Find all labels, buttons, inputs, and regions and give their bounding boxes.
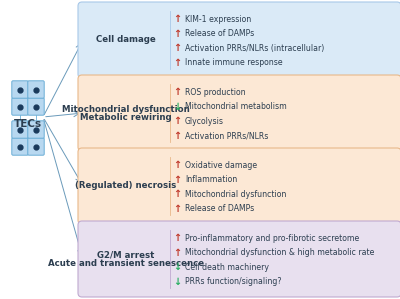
Text: ↑: ↑ [173,189,181,199]
Text: Oxidative damage: Oxidative damage [185,161,257,170]
FancyBboxPatch shape [28,81,44,98]
FancyBboxPatch shape [12,121,28,138]
FancyBboxPatch shape [78,2,400,78]
FancyBboxPatch shape [12,138,28,155]
Text: (Regulated) necrosis: (Regulated) necrosis [75,181,177,190]
Text: Innate immune response: Innate immune response [185,58,283,67]
Text: ↑: ↑ [173,58,181,68]
Text: ↑: ↑ [173,248,181,258]
Text: Cell damage: Cell damage [96,36,156,45]
Text: Release of DAMPs: Release of DAMPs [185,204,254,213]
FancyBboxPatch shape [78,75,400,151]
Text: PRRs function/signaling?: PRRs function/signaling? [185,277,282,286]
FancyBboxPatch shape [12,98,28,115]
Text: ↑: ↑ [173,204,181,214]
Text: ↑: ↑ [173,175,181,185]
Text: Pro-inflammatory and pro-fibrotic secretome: Pro-inflammatory and pro-fibrotic secret… [185,234,359,243]
Text: Inflammation: Inflammation [185,175,237,184]
FancyBboxPatch shape [28,121,44,138]
Text: Release of DAMPs: Release of DAMPs [185,29,254,38]
Text: Activation PRRs/NLRs: Activation PRRs/NLRs [185,131,268,140]
Text: ↑: ↑ [173,233,181,243]
Text: Mitochondrial metabolism: Mitochondrial metabolism [185,102,287,111]
Text: Mitochondrial dysfunction: Mitochondrial dysfunction [185,190,286,199]
Text: KIM-1 expression: KIM-1 expression [185,15,251,24]
Text: G2/M arrest: G2/M arrest [97,251,155,260]
Text: ↑: ↑ [173,87,181,97]
Text: Mitochondrial dysfunction & high metabolic rate: Mitochondrial dysfunction & high metabol… [185,248,374,257]
Text: ↑: ↑ [173,116,181,126]
Text: ↑: ↑ [173,14,181,24]
Text: ↑: ↑ [173,160,181,170]
Text: Metabolic rewiring: Metabolic rewiring [80,114,172,123]
Text: ↓: ↓ [173,277,181,287]
Text: ↑: ↑ [173,29,181,39]
Text: TECs: TECs [14,119,42,129]
Text: ROS production: ROS production [185,88,246,97]
Text: Cell death machinery: Cell death machinery [185,263,269,272]
Text: Activation PRRs/NLRs (intracellular): Activation PRRs/NLRs (intracellular) [185,44,324,53]
Text: Glycolysis: Glycolysis [185,117,224,126]
Text: ↑: ↑ [173,131,181,141]
FancyBboxPatch shape [12,81,28,98]
Text: ↓: ↓ [173,102,181,112]
FancyBboxPatch shape [28,98,44,115]
Text: Acute and transient senescence: Acute and transient senescence [48,260,204,269]
FancyBboxPatch shape [78,148,400,224]
FancyBboxPatch shape [78,221,400,297]
Text: ↓: ↓ [173,262,181,272]
FancyBboxPatch shape [28,138,44,155]
Text: ↑: ↑ [173,43,181,53]
Text: Mitochondrial dysfunction: Mitochondrial dysfunction [62,104,190,114]
